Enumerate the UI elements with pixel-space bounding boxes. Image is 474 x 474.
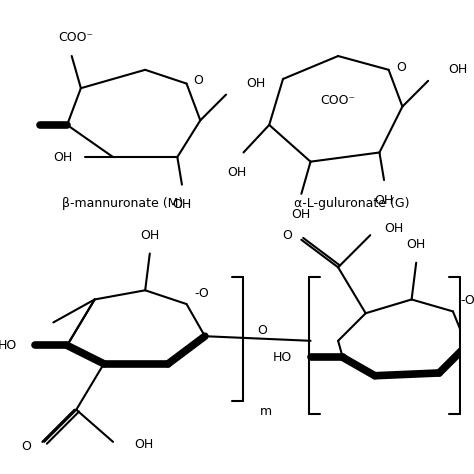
Text: O: O: [21, 440, 31, 453]
Text: α-L-guluronate (G): α-L-guluronate (G): [294, 197, 410, 210]
Text: OH: OH: [448, 64, 467, 76]
Text: O: O: [257, 324, 267, 337]
Text: OH: OH: [140, 228, 159, 242]
Text: O: O: [396, 61, 406, 73]
Text: HO: HO: [0, 339, 17, 352]
Text: OH: OH: [228, 166, 246, 179]
Text: m: m: [260, 405, 272, 418]
Text: COO⁻: COO⁻: [320, 94, 356, 107]
Text: OH: OH: [407, 238, 426, 251]
Text: OH: OH: [173, 198, 191, 211]
Text: O: O: [193, 74, 203, 87]
Text: COO⁻: COO⁻: [59, 31, 94, 44]
Text: -O: -O: [460, 294, 474, 307]
Text: HO: HO: [273, 351, 292, 364]
Text: OH: OH: [246, 77, 265, 90]
Text: OH: OH: [134, 438, 154, 451]
Text: OH: OH: [374, 194, 394, 207]
Text: OH: OH: [292, 208, 311, 220]
Text: OH: OH: [384, 222, 403, 235]
Text: O: O: [283, 228, 292, 242]
Text: -O: -O: [194, 287, 209, 300]
Text: OH: OH: [53, 151, 72, 164]
Text: β-mannuronate (M): β-mannuronate (M): [62, 197, 183, 210]
